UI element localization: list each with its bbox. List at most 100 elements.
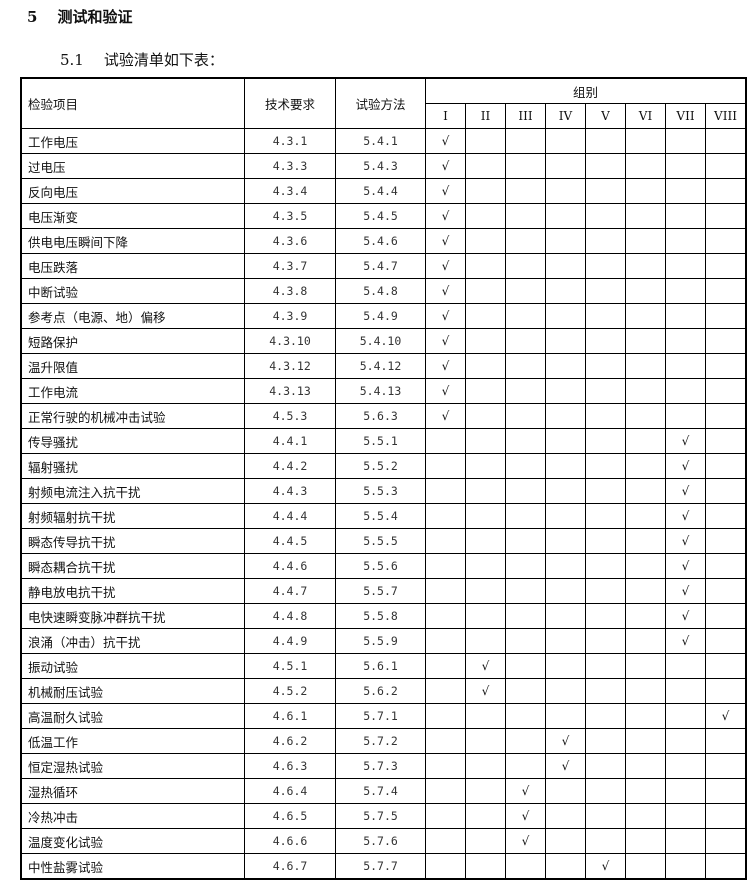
group-cell-VII	[665, 128, 706, 154]
group-cell-II	[465, 828, 506, 854]
group-cell-VI	[625, 753, 666, 779]
group-cell-II	[465, 178, 506, 204]
header-method: 试验方法	[335, 77, 426, 129]
table-row: 电压渐变 4.3.5 5.4.5 √	[20, 203, 747, 229]
group-cell-VI	[625, 228, 666, 254]
group-cell-I	[425, 728, 466, 754]
group-cell-I: √	[425, 303, 466, 329]
group-cell-II	[465, 153, 506, 179]
table-row: 湿热循环 4.6.4 5.7.4 √	[20, 778, 747, 804]
requirement-cell: 4.4.5	[244, 528, 336, 554]
method-cell: 5.7.2	[335, 728, 426, 754]
item-cell: 冷热冲击	[20, 803, 245, 829]
group-cell-VI	[625, 628, 666, 654]
check-mark-icon: √	[681, 534, 690, 548]
table-row: 机械耐压试验 4.5.2 5.6.2 √	[20, 678, 747, 704]
method-cell: 5.5.2	[335, 453, 426, 479]
requirement-cell: 4.4.1	[244, 428, 336, 454]
group-cell-V	[585, 328, 626, 354]
group-cell-III	[505, 478, 546, 504]
item-cell: 工作电流	[20, 378, 245, 404]
table-row: 瞬态传导抗干扰 4.4.5 5.5.5 √	[20, 528, 747, 554]
group-cell-VIII	[705, 853, 747, 880]
group-cell-VIII	[705, 278, 747, 304]
group-cell-I	[425, 628, 466, 654]
method-cell: 5.7.4	[335, 778, 426, 804]
group-header-IV: IV	[545, 103, 586, 129]
group-cell-II	[465, 453, 506, 479]
group-cell-VI	[625, 703, 666, 729]
group-cell-V	[585, 753, 626, 779]
group-header-VI: VI	[625, 103, 666, 129]
group-cell-I	[425, 753, 466, 779]
group-cell-IV	[545, 628, 586, 654]
group-cell-II	[465, 203, 506, 229]
group-cell-II	[465, 353, 506, 379]
group-cell-V	[585, 253, 626, 279]
check-mark-icon: √	[521, 809, 530, 823]
group-cell-V	[585, 428, 626, 454]
requirement-cell: 4.4.7	[244, 578, 336, 604]
subsection-heading: 5.1 试验清单如下表：	[60, 49, 244, 70]
requirement-cell: 4.3.5	[244, 203, 336, 229]
item-cell: 短路保护	[20, 328, 245, 354]
requirement-cell: 4.4.8	[244, 603, 336, 629]
requirement-cell: 4.4.6	[244, 553, 336, 579]
group-cell-VII: √	[665, 603, 706, 629]
group-cell-IV	[545, 328, 586, 354]
requirement-cell: 4.3.6	[244, 228, 336, 254]
group-cell-V	[585, 378, 626, 404]
section-title: 测试和验证	[57, 8, 133, 26]
table-row: 参考点（电源、地）偏移 4.3.9 5.4.9 √	[20, 303, 747, 329]
group-cell-I: √	[425, 153, 466, 179]
group-cell-IV: √	[545, 728, 586, 754]
group-cell-II	[465, 128, 506, 154]
check-mark-icon: √	[441, 259, 450, 273]
group-cell-II: √	[465, 678, 506, 704]
group-cell-IV	[545, 553, 586, 579]
group-cell-V	[585, 303, 626, 329]
group-cell-III	[505, 653, 546, 679]
table-row: 辐射骚扰 4.4.2 5.5.2 √	[20, 453, 747, 479]
group-cell-III	[505, 403, 546, 429]
group-cell-III	[505, 428, 546, 454]
group-cell-II	[465, 753, 506, 779]
group-cell-VII	[665, 753, 706, 779]
table-row: 瞬态耦合抗干扰 4.4.6 5.5.6 √	[20, 553, 747, 579]
check-mark-icon: √	[441, 359, 450, 373]
group-cell-III	[505, 753, 546, 779]
header-group: 组别	[425, 77, 747, 104]
check-mark-icon: √	[681, 584, 690, 598]
group-cell-VII: √	[665, 528, 706, 554]
subsection-title: 试验清单如下表：	[103, 51, 224, 69]
group-cell-V	[585, 478, 626, 504]
group-cell-III	[505, 678, 546, 704]
item-cell: 机械耐压试验	[20, 678, 245, 704]
group-cell-IV	[545, 853, 586, 880]
table-row: 短路保护 4.3.10 5.4.10 √	[20, 328, 747, 354]
group-cell-V	[585, 578, 626, 604]
group-cell-III	[505, 203, 546, 229]
group-cell-IV	[545, 303, 586, 329]
method-cell: 5.5.5	[335, 528, 426, 554]
group-cell-II	[465, 253, 506, 279]
group-cell-VIII	[705, 203, 747, 229]
requirement-cell: 4.3.4	[244, 178, 336, 204]
table-row: 中性盐雾试验 4.6.7 5.7.7 √	[20, 853, 747, 880]
method-cell: 5.6.1	[335, 653, 426, 679]
method-cell: 5.4.5	[335, 203, 426, 229]
group-cell-I	[425, 453, 466, 479]
method-cell: 5.4.4	[335, 178, 426, 204]
requirement-cell: 4.6.1	[244, 703, 336, 729]
table-row: 电压跌落 4.3.7 5.4.7 √	[20, 253, 747, 279]
group-cell-VI	[625, 578, 666, 604]
group-cell-VIII	[705, 353, 747, 379]
group-cell-IV	[545, 528, 586, 554]
item-cell: 电快速瞬变脉冲群抗干扰	[20, 603, 245, 629]
item-cell: 工作电压	[20, 128, 245, 154]
group-cell-V	[585, 803, 626, 829]
group-cell-VII	[665, 378, 706, 404]
group-cell-I	[425, 428, 466, 454]
group-cell-V	[585, 678, 626, 704]
group-header-II: II	[465, 103, 506, 129]
